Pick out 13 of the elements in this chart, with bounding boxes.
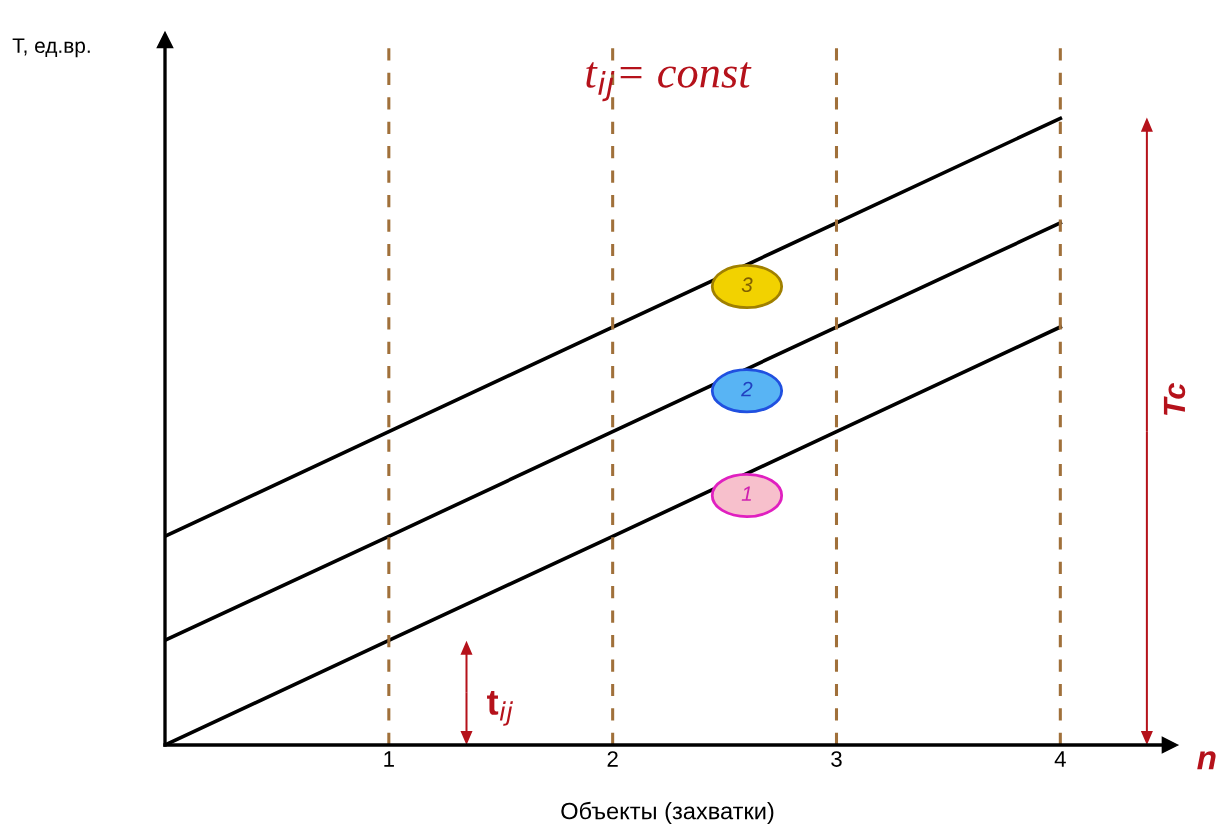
text: n [1197, 751, 1216, 770]
annotation: t$_{ij}$ [487, 690, 513, 726]
annotation: Tc [1163, 383, 1186, 415]
x-tick-label: 3 [831, 751, 842, 767]
series-label: 3 [741, 277, 753, 293]
x-axis-title: Объекты (захватки) [561, 801, 774, 825]
series-label: 1 [741, 486, 751, 501]
series-label: 2 [741, 381, 753, 397]
chart-title: t$_{ij}$= const [586, 62, 752, 102]
y-axis-title: T, ед.вр. [12, 38, 90, 58]
x-tick-label: 1 [384, 751, 394, 767]
x-tick-label: 2 [607, 751, 618, 767]
x-tick-label: 4 [1054, 751, 1066, 767]
